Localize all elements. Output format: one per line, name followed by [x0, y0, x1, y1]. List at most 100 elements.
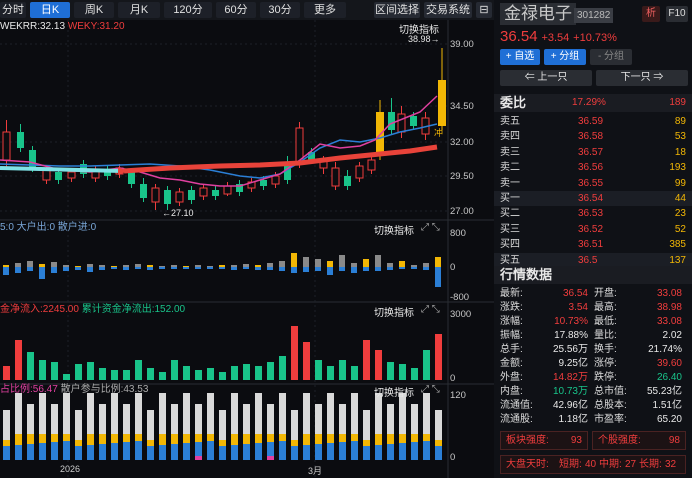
- next-stock-button[interactable]: 下一只 ⇒: [596, 70, 688, 86]
- tab-60min[interactable]: 60分: [216, 2, 256, 18]
- order-flow-up-bar: [27, 261, 33, 267]
- candle[interactable]: [223, 185, 232, 195]
- quote-cell: 最高: 38.98: [594, 301, 682, 315]
- candle[interactable]: [2, 131, 11, 161]
- candle[interactable]: [331, 167, 340, 187]
- capital-flow-bar: [171, 360, 178, 380]
- tab-weekly-k[interactable]: 周K: [74, 2, 114, 18]
- major-share-bar: [327, 393, 334, 434]
- candle[interactable]: [151, 187, 160, 203]
- ask-row[interactable]: 卖二 36.56 193: [494, 160, 692, 175]
- candle[interactable]: [128, 172, 135, 184]
- mid-share-bar: [51, 434, 58, 442]
- collapse-panel-icon[interactable]: ⊟: [476, 2, 492, 18]
- expand-icon[interactable]: ⤢ ⤡: [421, 222, 440, 233]
- add-group-button[interactable]: + 分组: [544, 49, 586, 65]
- order-flow-down-bar: [339, 267, 345, 271]
- bid-row[interactable]: 买二 36.53 23: [494, 206, 692, 221]
- candle[interactable]: [344, 176, 351, 186]
- candle[interactable]: [212, 190, 219, 196]
- candle[interactable]: [236, 184, 243, 192]
- prev-stock-button[interactable]: ⇐ 上一只: [500, 70, 592, 86]
- candle[interactable]: [397, 113, 406, 133]
- ma-blue-line: [0, 123, 438, 179]
- retail-share-bar: [51, 442, 58, 460]
- panel4-switch-button[interactable]: 切换指标: [374, 388, 414, 399]
- panel3-switch-button[interactable]: 切换指标: [374, 308, 414, 319]
- retail-share-bar: [183, 443, 190, 460]
- candle[interactable]: [367, 159, 376, 171]
- analysis-badge[interactable]: 析: [642, 6, 660, 22]
- bid-row[interactable]: 买四 36.51 385: [494, 237, 692, 252]
- expand-icon[interactable]: ⤢ ⤡: [421, 304, 440, 315]
- candle[interactable]: [355, 165, 364, 179]
- main-switch-indicator-button[interactable]: 切换指标: [399, 25, 439, 36]
- candle[interactable]: [410, 116, 417, 126]
- capital-flow-bar: [99, 368, 106, 380]
- mid-share-bar: [159, 434, 166, 445]
- tab-more[interactable]: 更多: [304, 2, 346, 18]
- candle[interactable]: [164, 190, 171, 204]
- ask-row[interactable]: 卖三 36.57 18: [494, 145, 692, 160]
- candle[interactable]: [175, 191, 184, 203]
- ask-row[interactable]: 卖四 36.58 53: [494, 129, 692, 144]
- capital-flow-bar: [63, 374, 70, 380]
- candle[interactable]: [67, 171, 76, 179]
- order-flow-down-bar: [111, 267, 117, 269]
- candle[interactable]: [140, 184, 147, 198]
- order-flow-down-bar: [135, 267, 141, 269]
- order-flow-down-bar: [159, 267, 165, 269]
- tab-intraday[interactable]: 分时: [0, 2, 26, 18]
- candle[interactable]: [199, 187, 208, 197]
- add-watchlist-button[interactable]: + 自选: [500, 49, 540, 65]
- range-select-button[interactable]: 区间选择: [374, 2, 420, 18]
- ask-row[interactable]: 卖五 36.59 89: [494, 114, 692, 129]
- level-price: 36.57: [578, 146, 604, 158]
- quote-key: 涨幅:: [500, 316, 523, 327]
- candle[interactable]: [284, 162, 291, 180]
- major-share-bar: [183, 393, 190, 434]
- candle[interactable]: [308, 152, 315, 160]
- remove-group-button[interactable]: - 分组: [590, 49, 632, 65]
- order-flow-up-bar: [315, 259, 321, 267]
- retail-share-bar: [171, 444, 178, 460]
- major-share-bar: [231, 393, 238, 434]
- trading-system-button[interactable]: 交易系统: [424, 2, 472, 18]
- tab-30min[interactable]: 30分: [260, 2, 300, 18]
- candle[interactable]: [17, 132, 24, 148]
- mid-share-bar: [219, 440, 226, 446]
- order-flow-down-bar: [207, 267, 213, 269]
- capital-flow-bar: [291, 326, 298, 380]
- kline-chart[interactable]: [0, 20, 494, 478]
- candle[interactable]: [55, 172, 62, 180]
- major-share-bar: [99, 404, 106, 434]
- tab-monthly-k[interactable]: 月K: [118, 2, 160, 18]
- candle[interactable]: [42, 169, 51, 181]
- candle[interactable]: [438, 80, 446, 126]
- candle[interactable]: [271, 175, 280, 185]
- order-flow-down-bar: [147, 267, 153, 270]
- mid-term-value: 27: [625, 459, 637, 470]
- candle[interactable]: [388, 112, 395, 130]
- order-flow-down-bar: [315, 267, 321, 271]
- order-flow-up-bar: [51, 262, 57, 267]
- level-price: 36.56: [578, 162, 604, 174]
- panel2-switch-button[interactable]: 切换指标: [374, 226, 414, 237]
- candle[interactable]: [104, 170, 111, 176]
- order-flow-down-bar: [399, 267, 405, 269]
- f10-button[interactable]: F10: [666, 6, 688, 22]
- candle[interactable]: [295, 127, 304, 163]
- candle[interactable]: [260, 180, 267, 186]
- bid-row[interactable]: 买一 36.54 44: [494, 191, 692, 207]
- major-share-bar: [75, 410, 82, 440]
- expand-icon[interactable]: ⤢ ⤡: [421, 384, 440, 395]
- bid-row[interactable]: 买三 36.52 52: [494, 222, 692, 237]
- tab-daily-k[interactable]: 日K: [30, 2, 70, 18]
- candle[interactable]: [29, 150, 36, 168]
- quote-key: 振幅:: [500, 330, 523, 341]
- ask-row[interactable]: 卖一 36.55 99: [494, 176, 692, 191]
- candle[interactable]: [188, 190, 195, 200]
- bid-row[interactable]: 买五 36.5 137: [494, 252, 692, 268]
- quote-key: 最低:: [594, 316, 617, 327]
- tab-120min[interactable]: 120分: [164, 2, 212, 18]
